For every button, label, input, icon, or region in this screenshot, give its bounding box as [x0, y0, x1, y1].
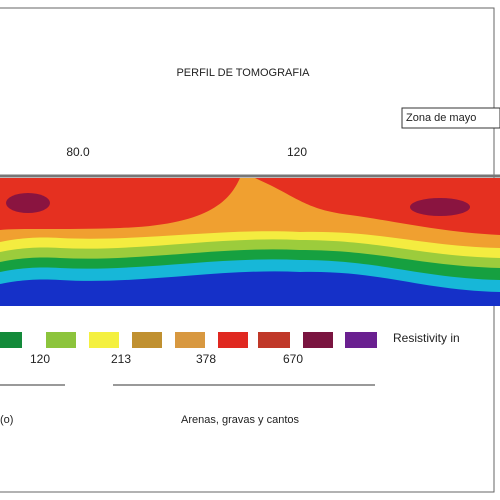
- axis-tick-label: 80.0: [66, 145, 90, 159]
- swatch: [175, 332, 205, 348]
- swatch: [345, 332, 377, 348]
- legend-value: 213: [111, 352, 131, 366]
- swatch: [218, 332, 248, 348]
- swatch: [0, 332, 22, 348]
- axis-tick-label: 120: [287, 145, 307, 159]
- layer: [6, 193, 50, 213]
- legend-title: Resistivity in: [393, 331, 460, 345]
- swatch: [132, 332, 162, 348]
- swatch: [46, 332, 76, 348]
- legend-swatches: [0, 332, 377, 348]
- swatch: [303, 332, 333, 348]
- legend-value: 378: [196, 352, 216, 366]
- legend-value: 670: [283, 352, 303, 366]
- title: PERFIL DE TOMOGRAFIA: [176, 67, 310, 79]
- unit-label: (o): [0, 414, 13, 426]
- zone-label: Zona de mayo: [406, 112, 476, 124]
- section: [0, 174, 500, 306]
- legend-value: 120: [30, 352, 50, 366]
- unit-label: Arenas, gravas y cantos: [181, 414, 300, 426]
- swatch: [89, 332, 119, 348]
- swatch: [258, 332, 290, 348]
- layer: [410, 198, 470, 216]
- zone-box: [401, 107, 500, 129]
- layer: [0, 178, 500, 235]
